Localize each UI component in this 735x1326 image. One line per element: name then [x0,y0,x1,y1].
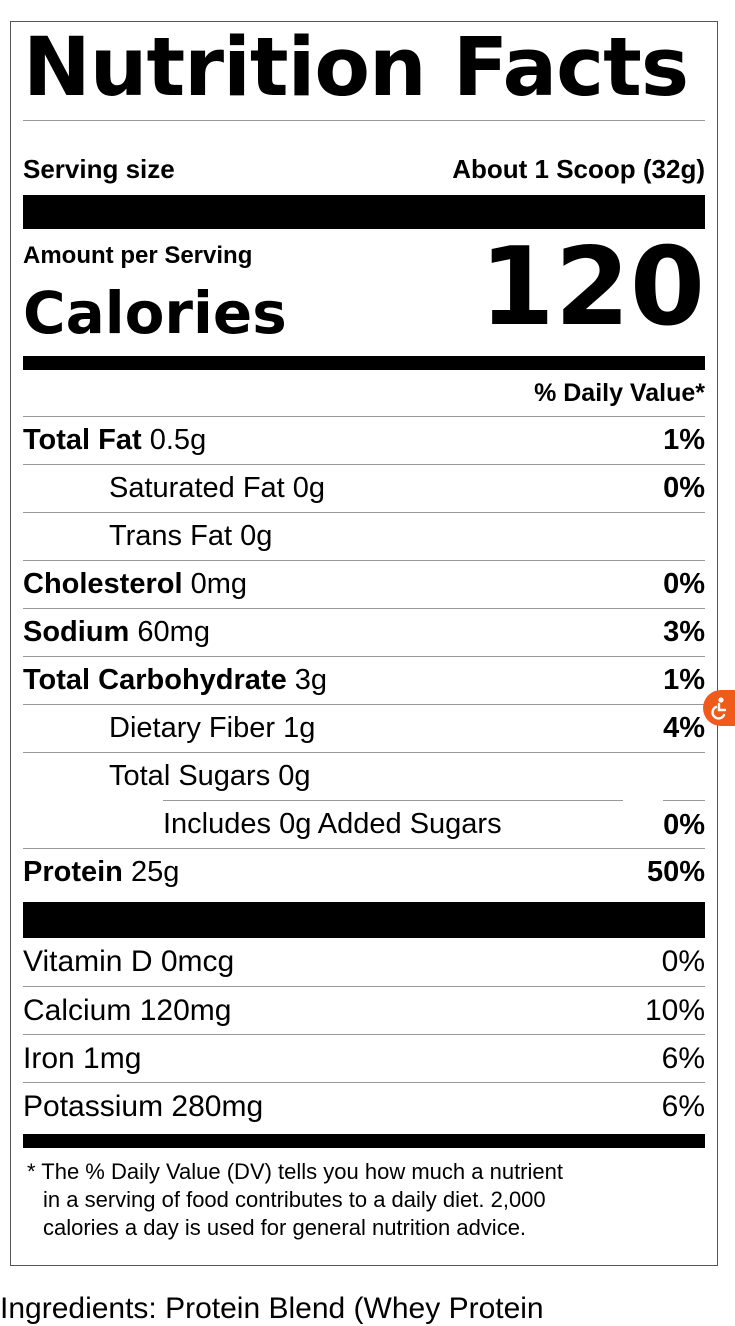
vitamin-dv: 6% [661,1089,705,1123]
calories-row: Calories 120 [23,234,705,347]
vitamin-name: Calcium [23,993,132,1027]
serving-size-row: Serving size About 1 Scoop (32g) [23,121,705,195]
footnote: * The % Daily Value (DV) tells you how m… [23,1158,705,1242]
label-title: Nutrition Facts [23,21,689,115]
nutrient-row-cholesterol: Cholesterol 0mg 0% [23,560,705,608]
nutrient-amount: 0mg [190,568,248,600]
nutrient-name: Sodium [23,616,130,648]
vitamin-amount: 1mg [83,1041,142,1075]
nutrient-dv: 0% [663,568,705,600]
nutrient-name: Includes 0g Added Sugars [163,808,502,840]
serving-size-value: About 1 Scoop (32g) [452,154,705,184]
nutrient-amount: 0g [278,760,311,792]
accessibility-icon [711,697,727,720]
vitamin-name: Potassium [23,1089,164,1123]
nutrient-row-total-fat: Total Fat 0.5g 1% [23,416,705,464]
footnote-line: * The % Daily Value (DV) tells you how m… [27,1159,563,1184]
nutrient-name: Protein [23,856,123,888]
nutrient-amount: 0g [240,520,273,552]
thick-divider [23,195,705,229]
nutrient-dv: 0% [663,472,705,504]
divider [23,120,705,121]
nutrient-dv: 3% [663,616,705,648]
daily-value-header: % Daily Value* [534,379,705,407]
ingredients-text: Ingredients: Protein Blend (Whey Protein [0,1292,544,1325]
nutrient-row-trans-fat: Trans Fat 0g [23,512,705,560]
medium-divider [23,1134,705,1148]
nutrient-name: Saturated Fat [109,472,285,504]
nutrient-name: Dietary Fiber [109,712,275,744]
nutrient-amount: 25g [130,856,180,888]
serving-size-label: Serving size [23,154,175,184]
vitamin-row-vitamin-d: Vitamin D 0mcg 0% [23,938,705,986]
nutrient-row-protein: Protein 25g 50% [23,848,705,896]
nutrition-facts-label: Nutrition Facts Serving size About 1 Sco… [10,21,718,1266]
footnote-line: calories a day is used for general nutri… [43,1215,527,1240]
nutrient-row-saturated-fat: Saturated Fat 0g 0% [23,464,705,512]
thick-divider [23,902,705,938]
vitamin-name: Vitamin D [23,945,153,978]
nutrient-dv: 0% [663,800,705,848]
vitamin-row-potassium: Potassium 280mg 6% [23,1082,705,1130]
nutrient-amount: 60mg [137,616,210,648]
footnote-line: in a serving of food contributes to a da… [43,1187,546,1212]
vitamin-amount: 280mg [171,1089,264,1123]
calories-label: Calories [23,279,287,347]
nutrient-name: Trans Fat [109,520,233,552]
vitamin-dv: 10% [644,993,705,1027]
nutrient-amount: 1g [283,712,316,744]
vitamin-amount: 120mg [139,993,232,1027]
nutrient-amount: 0g [292,472,326,504]
vitamin-amount: 0mcg [160,945,235,978]
nutrient-name: Total Fat [23,424,142,456]
nutrient-name: Cholesterol [23,568,183,600]
nutrient-row-sodium: Sodium 60mg 3% [23,608,705,656]
nutrient-dv: 1% [663,664,705,696]
amount-per-serving: Amount per Serving [23,242,253,269]
nutrient-dv: 1% [663,424,705,456]
vitamin-name: Iron [23,1041,75,1075]
nutrient-dv: 4% [663,712,705,744]
vitamin-row-iron: Iron 1mg 6% [23,1034,705,1082]
calories-value: 120 [479,225,705,350]
vitamin-list: Vitamin D 0mcg 0% Calcium 120mg 10% Iron… [23,938,705,1130]
nutrient-row-dietary-fiber: Dietary Fiber 1g 4% [23,704,705,752]
nutrient-row-added-sugars: Includes 0g Added Sugars 0% [23,800,705,848]
nutrient-amount: 3g [294,664,328,696]
nutrient-amount: 0.5g [149,424,207,456]
accessibility-badge[interactable] [703,690,735,726]
nutrient-name: Total Sugars [109,760,271,792]
medium-divider [23,356,705,370]
vitamin-dv: 6% [661,1041,705,1075]
nutrient-row-total-sugars: Total Sugars 0g [23,752,705,800]
vitamin-row-calcium: Calcium 120mg 10% [23,986,705,1034]
nutrient-name: Total Carbohydrate [23,664,287,696]
vitamin-dv: 0% [661,945,705,978]
nutrient-dv: 50% [646,856,705,888]
nutrient-row-total-carbohydrate: Total Carbohydrate 3g 1% [23,656,705,704]
